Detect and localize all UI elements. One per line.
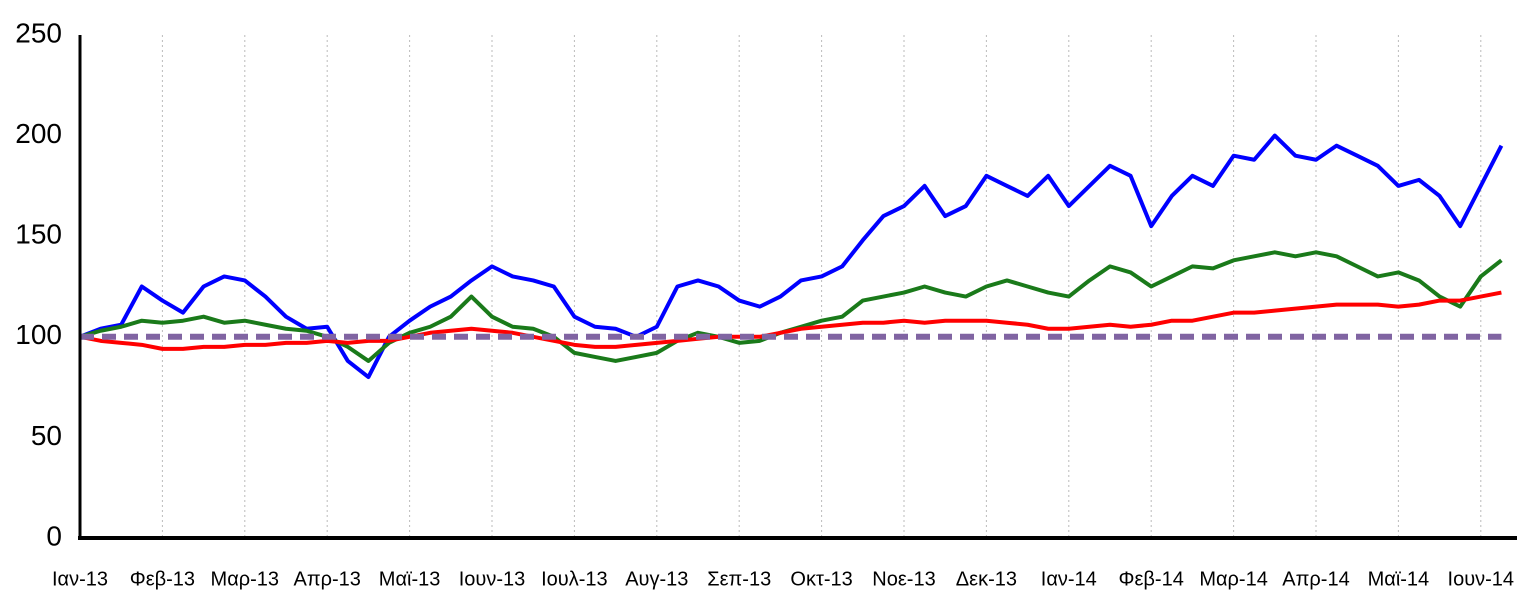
- y-tick-label: 0: [46, 520, 62, 551]
- x-tick-label: Οκτ-13: [790, 568, 852, 590]
- x-tick-label: Φεβ-14: [1119, 568, 1184, 590]
- x-tick-label: Μαρ-13: [211, 568, 280, 590]
- x-tick-label: Σεπ-13: [707, 568, 771, 590]
- series-line: [79, 133, 1504, 380]
- x-tick-label: Μαρ-14: [1199, 568, 1268, 590]
- x-tick-label: Δεκ-13: [956, 568, 1017, 590]
- x-tick-label: Ιαν-14: [1041, 568, 1097, 590]
- y-tick-label: 100: [15, 319, 62, 350]
- series-line: [79, 290, 1502, 351]
- x-tick-label: Απρ-14: [1282, 568, 1349, 590]
- x-tick-label: Ιουλ-13: [541, 568, 608, 590]
- x-tick-label: Μαϊ-13: [379, 568, 441, 590]
- x-tick-label: Ιουν-14: [1448, 568, 1515, 590]
- x-tick-label: Απρ-13: [293, 568, 360, 590]
- x-tick-label: Ιαν-13: [52, 568, 108, 590]
- y-tick-label: 150: [15, 219, 62, 250]
- x-tick-label: Ιουν-13: [459, 568, 526, 590]
- x-tick-label: Φεβ-13: [130, 568, 195, 590]
- y-tick-label: 250: [15, 17, 62, 48]
- y-tick-label: 200: [15, 118, 62, 149]
- x-tick-label: Μαϊ-14: [1368, 568, 1430, 590]
- y-tick-label: 50: [31, 420, 62, 451]
- x-tick-label: Αυγ-13: [625, 568, 688, 590]
- x-tick-label: Νοε-13: [872, 568, 935, 590]
